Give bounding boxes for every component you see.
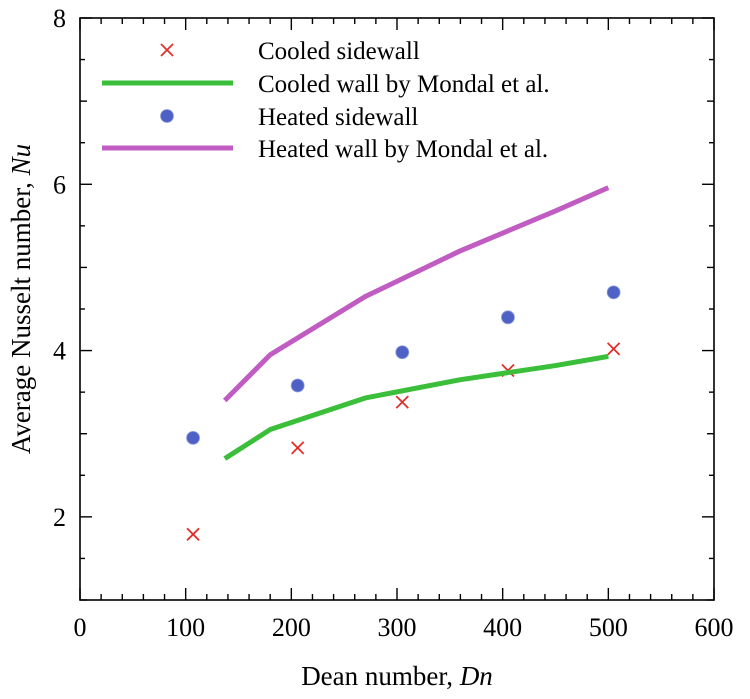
data-point-circle-marker [290, 378, 305, 393]
data-point-x-marker-stroke-b [606, 342, 621, 356]
x-axis-tick-labels: 0 100 200 300 400 500 600 [74, 613, 734, 642]
legend-circle-marker [160, 109, 174, 123]
data-point-circle-marker [501, 310, 515, 325]
legend-label: Heated sidewall [258, 104, 418, 131]
y-axis-title-italic: Nu [6, 144, 36, 177]
series-line [222, 185, 610, 403]
y-axis-tick-labels: 2 4 6 8 [53, 4, 66, 532]
y-axis-title: Average Nusselt number, Nu [6, 144, 36, 454]
x-tick-label: 200 [272, 613, 311, 642]
x-tick-label: 500 [589, 613, 628, 642]
x-tick-label: 100 [166, 613, 205, 642]
data-point-x-marker [395, 395, 409, 409]
legend-entry: Heated wall by Mondal et al. [102, 136, 548, 163]
data-point-x-marker [186, 527, 200, 541]
y-axis-title-text: Average Nusselt number, [6, 175, 36, 454]
x-axis-title-text: Dean number, [301, 661, 460, 691]
series-layer [186, 185, 621, 541]
legend-entry: Cooled wall by Mondal et al. [102, 71, 550, 98]
series-4 [222, 185, 610, 403]
data-point-circle-marker [395, 345, 410, 360]
legend-label: Heated wall by Mondal et al. [258, 136, 548, 163]
legend-label: Cooled sidewall [258, 38, 420, 65]
x-axis-ticks [79, 18, 715, 600]
legend-x-marker-stroke-b [160, 43, 174, 57]
data-point-circle-marker [606, 285, 621, 300]
x-tick-label: 400 [483, 613, 522, 642]
legend-entry: Heated sidewall [160, 104, 418, 131]
data-point-x-marker [606, 342, 621, 356]
data-point-x-marker-stroke-b [395, 395, 409, 409]
data-point-x-marker-stroke-b [291, 441, 305, 455]
x-tick-label: 600 [695, 613, 734, 642]
data-point-x-marker-stroke-b [186, 527, 200, 541]
x-axis-title: Dean number, Dn [301, 661, 493, 691]
y-axis-ticks [80, 17, 714, 601]
x-axis-title-italic: Dn [459, 661, 493, 691]
series-line [223, 353, 609, 461]
y-tick-label: 2 [53, 503, 66, 532]
data-point-x-marker [291, 441, 305, 455]
legend: Cooled sidewall Cooled wall by Mondal et … [102, 38, 550, 163]
data-point-circle-marker [186, 430, 200, 445]
y-tick-label: 4 [53, 337, 66, 366]
legend-entry: Cooled sidewall [160, 38, 420, 65]
series-3 [186, 285, 621, 445]
legend-label: Cooled wall by Mondal et al. [258, 71, 550, 98]
series-2 [223, 353, 609, 461]
x-tick-label: 300 [378, 613, 417, 642]
y-tick-label: 6 [53, 170, 66, 199]
legend-x-marker [160, 43, 174, 57]
x-tick-label: 0 [74, 613, 87, 642]
y-tick-label: 8 [53, 4, 66, 33]
